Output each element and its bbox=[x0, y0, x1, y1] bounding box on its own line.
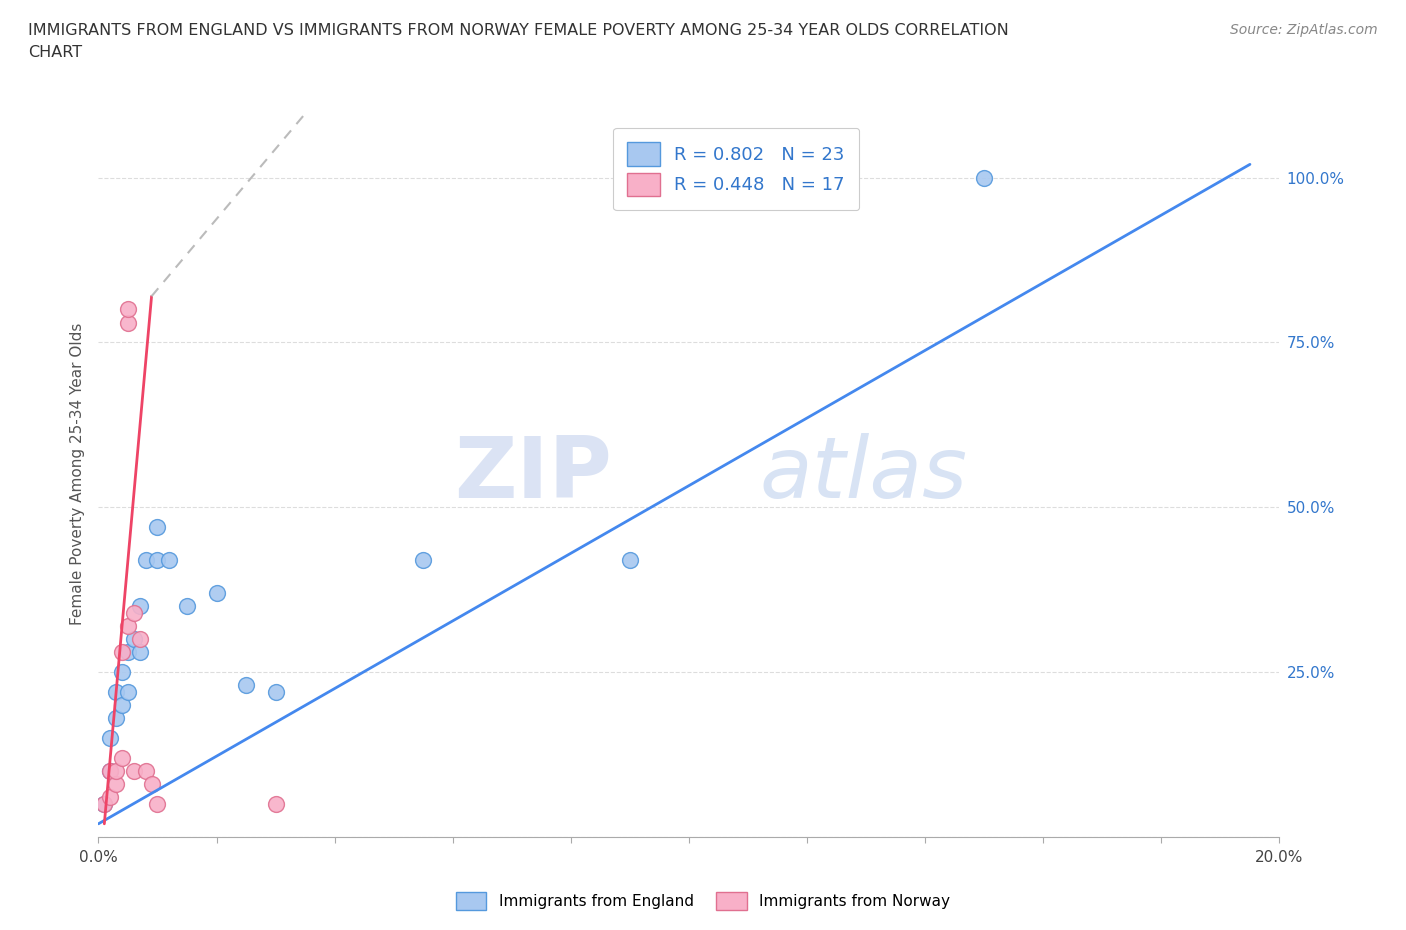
Point bbox=[135, 552, 157, 567]
Point bbox=[117, 618, 139, 633]
Point bbox=[105, 764, 128, 778]
Point bbox=[111, 644, 134, 659]
Point bbox=[105, 684, 128, 699]
Legend: R = 0.802   N = 23, R = 0.448   N = 17: R = 0.802 N = 23, R = 0.448 N = 17 bbox=[613, 128, 859, 210]
Point bbox=[146, 552, 169, 567]
Point bbox=[122, 764, 145, 778]
Point bbox=[235, 678, 257, 693]
Point bbox=[176, 599, 198, 614]
Text: Source: ZipAtlas.com: Source: ZipAtlas.com bbox=[1230, 23, 1378, 37]
Point bbox=[111, 665, 134, 680]
Point bbox=[93, 797, 115, 812]
Text: IMMIGRANTS FROM ENGLAND VS IMMIGRANTS FROM NORWAY FEMALE POVERTY AMONG 25-34 YEA: IMMIGRANTS FROM ENGLAND VS IMMIGRANTS FR… bbox=[28, 23, 1010, 38]
Point bbox=[105, 777, 128, 791]
Point bbox=[117, 315, 139, 330]
Point bbox=[117, 684, 139, 699]
Point bbox=[117, 302, 139, 317]
Point bbox=[264, 684, 287, 699]
Point bbox=[157, 552, 180, 567]
Text: CHART: CHART bbox=[28, 45, 82, 60]
Point bbox=[128, 631, 150, 646]
Point bbox=[93, 797, 115, 812]
Point bbox=[146, 797, 169, 812]
Point bbox=[412, 552, 434, 567]
Point bbox=[111, 698, 134, 712]
Y-axis label: Female Poverty Among 25-34 Year Olds: Female Poverty Among 25-34 Year Olds bbox=[69, 323, 84, 626]
Point bbox=[973, 170, 995, 185]
Point bbox=[98, 764, 121, 778]
Point bbox=[128, 644, 150, 659]
Point bbox=[105, 711, 128, 725]
Point bbox=[141, 777, 163, 791]
Text: atlas: atlas bbox=[759, 432, 967, 516]
Point bbox=[122, 631, 145, 646]
Point bbox=[98, 790, 121, 804]
Point bbox=[146, 520, 169, 535]
Point bbox=[619, 552, 641, 567]
Point bbox=[264, 797, 287, 812]
Legend: Immigrants from England, Immigrants from Norway: Immigrants from England, Immigrants from… bbox=[449, 884, 957, 918]
Point bbox=[98, 764, 121, 778]
Point bbox=[128, 599, 150, 614]
Point bbox=[117, 644, 139, 659]
Point bbox=[135, 764, 157, 778]
Point bbox=[205, 586, 228, 601]
Point bbox=[98, 731, 121, 746]
Point bbox=[122, 605, 145, 620]
Point bbox=[111, 751, 134, 765]
Text: ZIP: ZIP bbox=[454, 432, 612, 516]
